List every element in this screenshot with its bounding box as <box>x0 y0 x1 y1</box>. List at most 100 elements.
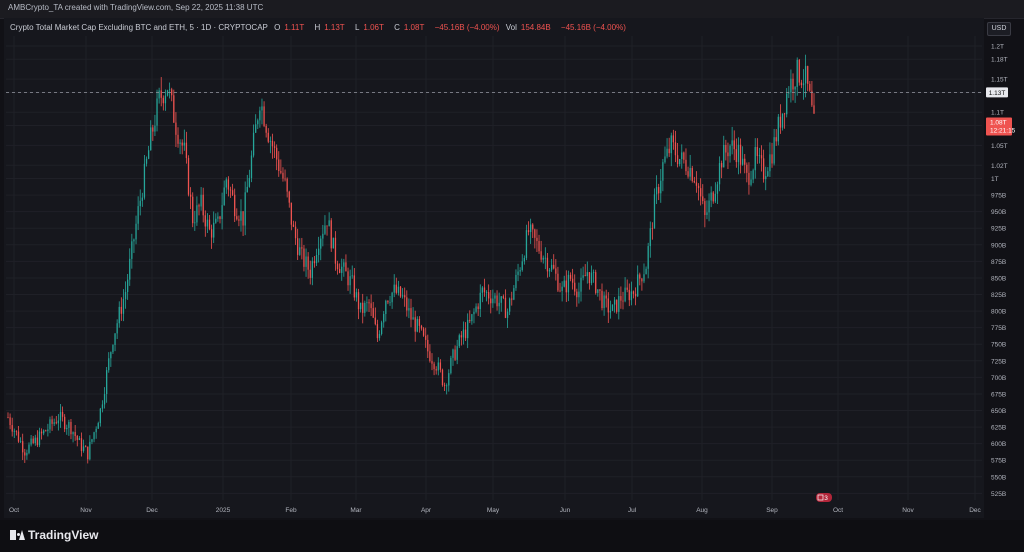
candle-body <box>565 280 567 293</box>
candle-body <box>752 170 754 180</box>
candle-body <box>97 423 99 429</box>
candle-body <box>464 329 467 339</box>
candle-body <box>422 328 425 336</box>
candle-body <box>336 263 339 270</box>
candle-body <box>215 218 217 223</box>
candle-body <box>807 66 809 84</box>
candle-body <box>322 233 324 239</box>
candle-body <box>11 425 13 432</box>
candle-body <box>414 317 416 332</box>
candle-body <box>700 188 702 197</box>
candle-body <box>783 113 786 115</box>
candle-body <box>725 144 727 153</box>
close-label: C <box>394 23 400 32</box>
candle-body <box>653 194 656 229</box>
candle-body <box>147 150 150 159</box>
candle-body <box>502 296 505 298</box>
candle-body <box>368 302 370 304</box>
candle-body <box>236 216 238 220</box>
candle-body <box>200 194 202 207</box>
candle-body <box>332 237 334 249</box>
candle-body <box>729 145 731 157</box>
candle-body <box>269 140 272 142</box>
y-tick-label: 725B <box>991 358 1006 365</box>
candle-body <box>106 370 108 395</box>
plot-area[interactable] <box>4 18 984 518</box>
candle-body <box>213 222 215 238</box>
candle-body <box>563 280 565 287</box>
candle-body <box>357 292 360 310</box>
candle-body <box>150 127 152 151</box>
candle-body <box>15 430 18 432</box>
currency-button[interactable]: USD <box>987 22 1011 36</box>
candle-body <box>320 238 322 249</box>
candle-body <box>252 132 255 156</box>
candle-body <box>313 261 316 264</box>
candle-body <box>559 290 561 292</box>
candle-body <box>297 238 299 255</box>
candle-body <box>462 329 465 338</box>
candle-body <box>804 66 807 84</box>
candle-body <box>431 361 433 364</box>
x-tick-label: Jun <box>560 507 571 514</box>
x-tick-label: Aug <box>696 507 708 514</box>
candle-body <box>19 441 22 442</box>
candle-body <box>456 346 458 360</box>
candle-body <box>299 247 301 255</box>
candle-body <box>620 296 622 301</box>
candle-body <box>450 357 452 374</box>
x-tick-label: 2025 <box>216 507 231 514</box>
x-tick-label: Oct <box>833 507 843 514</box>
candle-body <box>708 200 710 213</box>
x-tick-label: May <box>487 507 500 514</box>
candle-body <box>57 420 60 424</box>
candle-body <box>284 178 286 180</box>
candle-body <box>733 140 735 150</box>
y-tick-label: 625B <box>991 425 1006 432</box>
candle-body <box>433 363 435 370</box>
candle-body <box>374 317 376 325</box>
candle-body <box>569 274 572 279</box>
candle-body <box>89 441 91 460</box>
candle-body <box>697 185 700 189</box>
candle-body <box>378 333 381 339</box>
candle-body <box>288 191 290 203</box>
candle-body <box>811 90 813 106</box>
tradingview-logo[interactable]: TradingView <box>10 528 98 542</box>
candle-body <box>561 286 563 291</box>
candle-body <box>17 431 20 442</box>
symbol-name[interactable]: Crypto Total Market Cap Excluding BTC an… <box>10 23 268 32</box>
candle-body <box>80 438 83 451</box>
candle-body <box>263 106 265 126</box>
candle-body <box>276 147 278 160</box>
low-value: 1.06T <box>363 23 384 32</box>
candle-body <box>412 317 414 320</box>
candle-body <box>651 228 654 230</box>
candle-body <box>490 298 492 304</box>
y-tick-label: 975B <box>991 193 1006 200</box>
candle-body <box>124 292 127 299</box>
candle-body <box>366 302 368 304</box>
x-tick-label: Apr <box>421 507 432 514</box>
candle-body <box>546 257 549 272</box>
candle-body <box>131 241 133 259</box>
candle-body <box>511 298 513 300</box>
candle-body <box>206 219 209 227</box>
candle-body <box>693 181 696 183</box>
candle-body <box>662 162 664 181</box>
candle-body <box>208 219 211 230</box>
candle-body <box>257 120 259 125</box>
candle-body <box>387 300 389 303</box>
x-tick-label: Dec <box>146 507 158 514</box>
candle-body <box>655 187 658 195</box>
change-value: −45.16B (−4.00%) <box>434 23 500 32</box>
candle-body <box>355 292 358 298</box>
y-tick-label: 1.15T <box>991 77 1008 84</box>
current-price-tag <box>986 87 1008 98</box>
candle-body <box>571 278 574 283</box>
candle-body <box>154 125 156 132</box>
current-price-tag-text: 1.13T <box>989 90 1006 97</box>
candle-body <box>666 148 668 157</box>
candle-body <box>704 201 706 216</box>
